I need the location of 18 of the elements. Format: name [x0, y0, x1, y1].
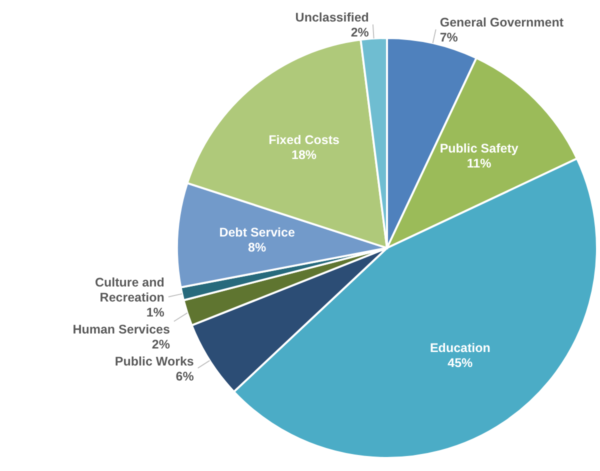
slice-label: Unclassified	[295, 10, 369, 24]
data-label: 11%	[466, 156, 492, 170]
data-label: 2%	[350, 25, 369, 40]
data-label: 1%	[146, 305, 164, 320]
data-label: 18%	[291, 148, 317, 162]
slice-label: General Government	[440, 15, 564, 30]
slice-label: Fixed Costs	[268, 133, 340, 148]
slice-label: Human Services	[72, 322, 170, 336]
slice-label: Public Works	[114, 354, 194, 368]
data-label: 6%	[176, 369, 194, 384]
data-label: 2%	[152, 337, 170, 352]
slice-label: Debt Service	[219, 225, 295, 240]
data-label: 7%	[440, 30, 458, 44]
slice-label: Education	[430, 341, 490, 356]
data-label: 8%	[248, 240, 266, 254]
slice-label: Public Safety	[440, 141, 518, 156]
data-label: 45%	[448, 356, 473, 370]
slice-label: Culture and Recreation	[94, 275, 164, 304]
